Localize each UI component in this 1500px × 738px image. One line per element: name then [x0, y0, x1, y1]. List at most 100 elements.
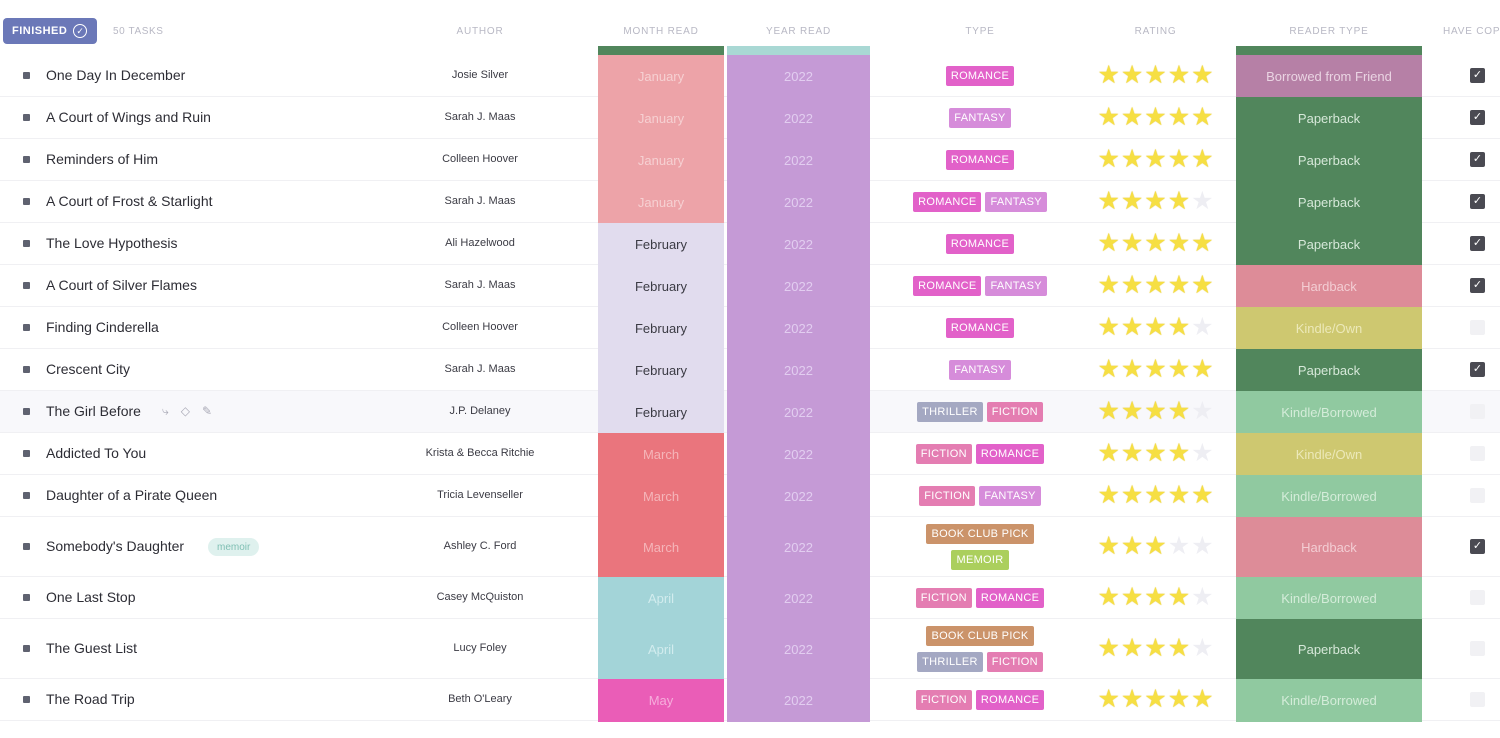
rating-stars[interactable]: ★ ★ ★ ★ ★	[1088, 585, 1223, 610]
star-icon[interactable]: ★	[1167, 313, 1191, 341]
task-status-bullet[interactable]	[23, 240, 30, 247]
year-read-cell[interactable]: 2022	[727, 55, 870, 98]
task-status-bullet[interactable]	[23, 114, 30, 121]
year-read-cell[interactable]: 2022	[727, 223, 870, 266]
type-tag[interactable]: ROMANCE	[945, 66, 1015, 86]
column-header-have-copy[interactable]: HAVE COP	[1443, 26, 1500, 37]
year-read-cell[interactable]: 2022	[727, 577, 870, 620]
rating-stars[interactable]: ★ ★ ★ ★ ★	[1088, 105, 1223, 130]
star-icon[interactable]: ★	[1097, 355, 1120, 383]
star-icon[interactable]: ★	[1167, 685, 1191, 713]
reader-type-cell[interactable]: Paperback	[1236, 97, 1422, 140]
task-name[interactable]: One Day In December	[46, 67, 186, 83]
star-icon[interactable]: ★	[1120, 145, 1144, 173]
type-cell[interactable]: ROMANCE	[875, 307, 1085, 349]
type-tag[interactable]: FANTASY	[949, 360, 1011, 380]
type-tag[interactable]: ROMANCE	[945, 150, 1015, 170]
author-cell[interactable]: Ali Hazelwood	[445, 237, 515, 249]
task-status-bullet[interactable]	[23, 408, 30, 415]
star-icon[interactable]: ★	[1144, 397, 1167, 425]
star-icon[interactable]: ★	[1097, 583, 1120, 611]
month-read-cell[interactable]: January	[598, 181, 724, 224]
year-read-cell[interactable]: 2022	[727, 679, 870, 722]
task-name[interactable]: Crescent City	[46, 361, 131, 377]
star-icon[interactable]: ★	[1120, 313, 1144, 341]
month-read-cell[interactable]: February	[598, 349, 724, 392]
reader-type-cell[interactable]: Kindle/Own	[1236, 307, 1422, 350]
star-icon[interactable]: ★	[1097, 229, 1120, 257]
star-icon[interactable]: ★	[1167, 145, 1191, 173]
star-icon[interactable]: ★	[1144, 439, 1167, 467]
star-icon[interactable]: ★	[1097, 145, 1120, 173]
month-read-cell[interactable]: April	[598, 619, 724, 680]
task-status-bullet[interactable]	[23, 324, 30, 331]
star-icon[interactable]: ★	[1191, 634, 1214, 662]
rating-stars[interactable]: ★ ★ ★ ★ ★	[1088, 534, 1223, 559]
star-icon[interactable]: ★	[1191, 532, 1214, 560]
month-read-cell[interactable]: March	[598, 475, 724, 518]
star-icon[interactable]: ★	[1097, 439, 1120, 467]
status-group-pill[interactable]: FINISHED ✓	[3, 18, 97, 44]
column-header-type[interactable]: TYPE	[965, 26, 995, 37]
reader-type-cell[interactable]: Kindle/Borrowed	[1236, 475, 1422, 518]
star-icon[interactable]: ★	[1144, 103, 1167, 131]
type-tag[interactable]: FANTASY	[949, 108, 1011, 128]
rating-stars[interactable]: ★ ★ ★ ★ ★	[1088, 189, 1223, 214]
table-row[interactable]: Addicted To You Krista & Becca Ritchie Mar…	[0, 433, 1500, 476]
star-icon[interactable]: ★	[1097, 397, 1120, 425]
reader-type-cell[interactable]: Borrowed from Friend	[1236, 55, 1422, 98]
table-row[interactable]: Somebody's Daughter memoir Ashley C. Ford M…	[0, 517, 1500, 578]
rating-stars[interactable]: ★ ★ ★ ★ ★	[1088, 231, 1223, 256]
star-icon[interactable]: ★	[1120, 355, 1144, 383]
year-read-cell[interactable]: 2022	[727, 307, 870, 350]
task-status-bullet[interactable]	[23, 696, 30, 703]
type-tag[interactable]: FANTASY	[979, 486, 1041, 506]
table-row[interactable]: One Last Stop Casey McQuiston April 2022 FIC…	[0, 577, 1500, 620]
month-read-cell[interactable]: February	[598, 265, 724, 308]
star-icon[interactable]: ★	[1097, 61, 1120, 89]
table-row[interactable]: The Girl Before ⤷ ◇ ✎ J.P. Delaney February 20…	[0, 391, 1500, 434]
star-icon[interactable]: ★	[1120, 187, 1144, 215]
star-icon[interactable]: ★	[1120, 481, 1144, 509]
type-tag[interactable]: FANTASY	[985, 192, 1047, 212]
star-icon[interactable]: ★	[1191, 313, 1214, 341]
reader-type-cell[interactable]: Kindle/Own	[1236, 433, 1422, 476]
rating-stars[interactable]: ★ ★ ★ ★ ★	[1088, 441, 1223, 466]
year-read-cell[interactable]: 2022	[727, 349, 870, 392]
task-status-bullet[interactable]	[23, 492, 30, 499]
star-icon[interactable]: ★	[1097, 187, 1120, 215]
have-copy-checkbox[interactable]	[1470, 320, 1485, 335]
year-read-cell[interactable]: 2022	[727, 139, 870, 182]
star-icon[interactable]: ★	[1167, 271, 1191, 299]
star-icon[interactable]: ★	[1120, 103, 1144, 131]
task-name[interactable]: A Court of Frost & Starlight	[46, 193, 213, 209]
type-tag[interactable]: FICTION	[919, 486, 976, 506]
type-cell[interactable]: ROMANCE	[875, 55, 1085, 97]
have-copy-checkbox[interactable]: ✓	[1470, 110, 1485, 125]
column-header-rating[interactable]: RATING	[1134, 26, 1177, 37]
task-name[interactable]: One Last Stop	[46, 589, 136, 605]
task-name[interactable]: The Guest List	[46, 640, 138, 656]
year-read-cell[interactable]: 2022	[727, 391, 870, 434]
task-name[interactable]: The Girl Before	[46, 403, 141, 419]
year-read-cell[interactable]: 2022	[727, 97, 870, 140]
month-read-cell[interactable]: January	[598, 139, 724, 182]
author-cell[interactable]: Beth O'Leary	[448, 693, 512, 705]
star-icon[interactable]: ★	[1191, 229, 1214, 257]
year-read-cell[interactable]: 2022	[727, 475, 870, 518]
reader-type-cell[interactable]: Paperback	[1236, 139, 1422, 182]
task-status-bullet[interactable]	[23, 282, 30, 289]
author-cell[interactable]: Colleen Hoover	[442, 321, 518, 333]
author-cell[interactable]: Ashley C. Ford	[443, 540, 517, 552]
table-row[interactable]: The Guest List Lucy Foley April 2022 BOOK CL…	[0, 619, 1500, 680]
author-cell[interactable]: Sarah J. Maas	[444, 279, 516, 291]
star-icon[interactable]: ★	[1144, 583, 1167, 611]
month-read-cell[interactable]: February	[598, 223, 724, 266]
reader-type-cell[interactable]: Kindle/Borrowed	[1236, 577, 1422, 620]
reader-type-cell[interactable]: Paperback	[1236, 181, 1422, 224]
task-name[interactable]: Addicted To You	[46, 445, 147, 461]
type-tag[interactable]: MEMOIR	[951, 550, 1009, 570]
task-name[interactable]: The Road Trip	[46, 691, 135, 707]
month-read-cell[interactable]: April	[598, 577, 724, 620]
edit-icon[interactable]: ✎	[201, 404, 213, 418]
